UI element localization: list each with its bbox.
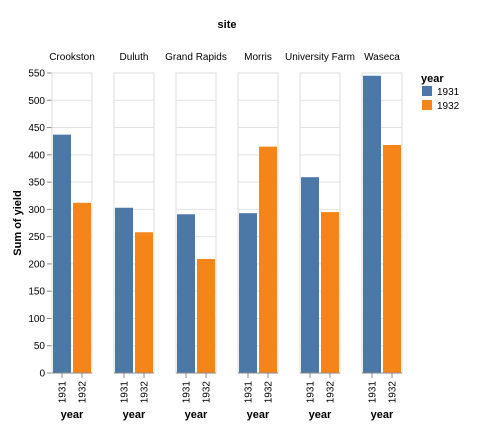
y-tick-label: 400 xyxy=(28,150,45,161)
x-tick-label: 1932 xyxy=(264,381,275,404)
x-tick-label: 1931 xyxy=(368,381,379,404)
legend-label: 1931 xyxy=(437,87,460,98)
y-tick-label: 100 xyxy=(28,314,45,325)
facet-label: Waseca xyxy=(364,52,400,63)
y-tick-label: 500 xyxy=(28,96,45,107)
x-tick-label: 1932 xyxy=(202,381,213,404)
facet-label: Morris xyxy=(244,52,272,63)
legend-label: 1932 xyxy=(437,101,460,112)
y-tick-label: 450 xyxy=(28,123,45,134)
bar-1932 xyxy=(73,202,91,373)
x-tick-label: 1932 xyxy=(326,381,337,404)
y-tick-label: 550 xyxy=(28,69,45,80)
y-tick-label: 300 xyxy=(28,205,45,216)
x-axis-title: year xyxy=(247,409,270,421)
facet-panel: Crookston 1931 1932 year xyxy=(49,52,95,421)
bar-1931 xyxy=(177,214,195,373)
x-tick-label: 1932 xyxy=(140,381,151,404)
facet-label: Duluth xyxy=(120,52,149,63)
y-tick-label: 200 xyxy=(28,259,45,270)
facet-label: Grand Rapids xyxy=(165,52,227,63)
bar-1932 xyxy=(135,232,153,373)
bar-1931 xyxy=(301,177,319,373)
facet-label: Crookston xyxy=(49,52,95,63)
bar-1932 xyxy=(321,212,339,373)
y-tick-label: 150 xyxy=(28,287,45,298)
legend-swatch xyxy=(422,100,432,110)
y-tick-label: 350 xyxy=(28,178,45,189)
x-tick-label: 1932 xyxy=(388,381,399,404)
x-axis-title: year xyxy=(185,409,208,421)
bar-1932 xyxy=(383,145,401,373)
x-axis-title: year xyxy=(123,409,146,421)
x-tick-label: 1931 xyxy=(182,381,193,404)
facet-panel: University Farm 1931 1932 year xyxy=(285,52,355,421)
facet-title: site xyxy=(218,19,237,31)
y-axis: 0 50 100 150 200 250 300 350 400 450 500 550 xyxy=(28,69,53,380)
y-tick-label: 50 xyxy=(34,341,46,352)
x-tick-label: 1931 xyxy=(306,381,317,404)
y-axis-title: Sum of yield xyxy=(12,190,24,255)
bar-1931 xyxy=(53,134,71,373)
x-tick-label: 1932 xyxy=(78,381,89,404)
bar-1931 xyxy=(115,207,133,373)
bar-1932 xyxy=(259,146,277,373)
x-axis-title: year xyxy=(61,409,84,421)
y-tick-label: 0 xyxy=(39,369,45,380)
facet-panel: Waseca 1931 1932 year xyxy=(361,52,403,421)
legend-swatch xyxy=(422,86,432,96)
y-tick-label: 250 xyxy=(28,232,45,243)
x-axis-title: year xyxy=(309,409,332,421)
facet-label: University Farm xyxy=(285,52,355,63)
x-axis-title: year xyxy=(371,409,394,421)
x-tick-label: 1931 xyxy=(120,381,131,404)
bar-1931 xyxy=(363,75,381,374)
facet-panel: Duluth 1931 1932 year xyxy=(113,52,155,421)
facet-panel: Grand Rapids 1931 1932 year xyxy=(165,52,227,421)
bar-1931 xyxy=(239,213,257,373)
legend-title: year xyxy=(421,73,444,85)
x-tick-label: 1931 xyxy=(244,381,255,404)
x-tick-label: 1931 xyxy=(58,381,69,404)
facet-panel: Morris 1931 1932 year xyxy=(237,52,279,421)
bar-1932 xyxy=(197,259,215,373)
legend: year 1931 1932 xyxy=(421,73,460,112)
